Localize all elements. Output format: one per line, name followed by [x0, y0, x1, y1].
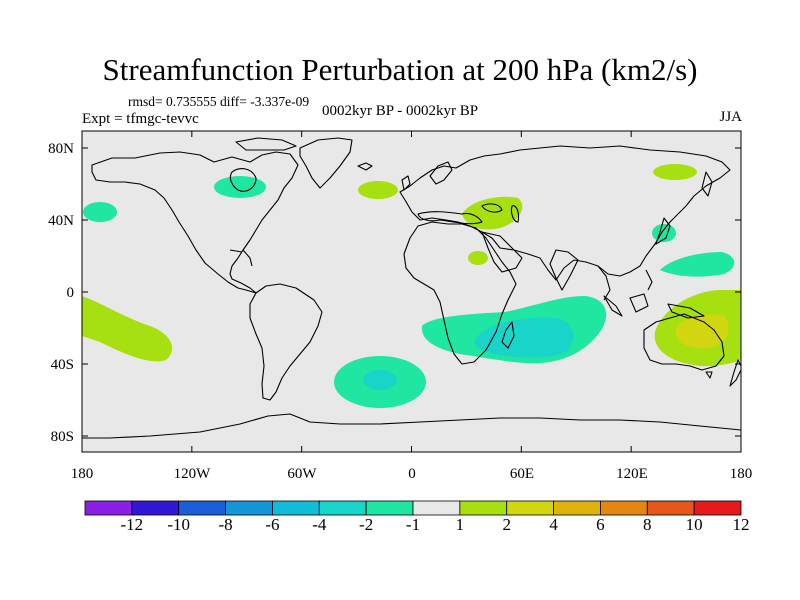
contour-positive-north-atlantic	[358, 181, 398, 199]
coastline-philippines	[645, 269, 653, 291]
colorbar-label: -1	[405, 515, 421, 534]
coastline-kamchatka	[701, 171, 713, 197]
lat-label-80n: 80N	[48, 141, 74, 157]
contour-negative-indian-core	[474, 317, 574, 358]
colorbar-cell	[318, 500, 367, 516]
colorbar-cell	[459, 500, 508, 516]
colorbar-cell	[178, 500, 226, 516]
contour-positive-mediterranean	[462, 196, 523, 230]
contour-positive-arabia	[468, 251, 488, 265]
colorbar-label: 1	[455, 515, 465, 534]
colorbar-cell	[365, 500, 414, 516]
colorbar-label: -10	[167, 515, 191, 534]
coastline-madagascar	[501, 321, 515, 349]
coastline-antarctica	[82, 413, 741, 439]
coastline-australia	[643, 313, 725, 371]
coastline-new-zealand	[729, 359, 741, 387]
coastline-africa	[403, 221, 517, 365]
colorbar-label: 6	[596, 515, 605, 534]
axis-ticks	[81, 131, 742, 452]
coastline-britain	[401, 175, 411, 191]
coastline-south-america	[249, 283, 323, 401]
coastline-new-guinea	[667, 303, 705, 319]
coastline-hudson-bay	[229, 168, 257, 192]
colorbar-label: 12	[732, 515, 750, 534]
colorbar-label: -8	[218, 515, 233, 534]
lat-label-80s: 80S	[50, 429, 74, 445]
coastline-tasmania	[705, 371, 713, 379]
lon-label-60w: 60W	[287, 466, 317, 482]
colorbar-label: -4	[312, 515, 327, 534]
coastline-southeast-asia	[597, 265, 611, 301]
coastline-eurasia	[399, 145, 731, 281]
coastline-scandinavia	[429, 161, 453, 185]
lat-label-40s: 40S	[50, 357, 74, 373]
lat-label-eq: 0	[66, 285, 75, 301]
stats-text: rmsd= 0.735555 diff= -3.337e-09	[128, 94, 310, 109]
lat-label-40n: 40N	[48, 213, 74, 229]
contour-positive-east-pacific	[82, 296, 173, 362]
figure-title: Streamfunction Perturbation at 200 hPa (…	[102, 52, 698, 87]
lon-label-0: 0	[408, 466, 416, 482]
coastline-black-sea	[481, 203, 503, 213]
coastline-india	[549, 249, 579, 291]
colorbar-cell	[553, 500, 601, 516]
coastline-gulf	[229, 249, 243, 253]
colorbar-cell	[693, 500, 742, 516]
coastline-north-america	[91, 151, 299, 294]
coastline-japan	[655, 217, 671, 245]
coastline-arctic-islands	[235, 137, 297, 151]
colorbar-cell	[506, 500, 554, 516]
colorbar-label: -2	[359, 515, 374, 534]
colorbar-label: -6	[265, 515, 280, 534]
coastline-sumatra	[603, 295, 623, 317]
colorbar-cell	[131, 500, 180, 516]
contour-fills	[82, 164, 741, 408]
coastline-mediterranean	[417, 211, 483, 225]
experiment-label: Expt = tfmgc-tevvc	[82, 111, 199, 127]
colorbar-cell	[272, 500, 320, 516]
coastline-arabia	[481, 231, 523, 273]
season-label: JJA	[719, 109, 742, 125]
colorbar-label: 10	[685, 515, 703, 534]
contour-negative-south-atlantic-core	[363, 370, 397, 390]
lon-label-120w: 120W	[173, 466, 211, 482]
lon-label-180w: 180	[70, 466, 94, 482]
colorbar-label: 2	[502, 515, 511, 534]
period-label: 0002kyr BP - 0002kyr BP	[322, 103, 479, 119]
contour-negative-canada	[214, 176, 266, 198]
lon-label-180e: 180	[729, 466, 753, 482]
coastline-iceland	[357, 162, 373, 171]
lon-label-60e: 60E	[509, 466, 535, 482]
colorbar-label: 8	[643, 515, 652, 534]
contour-negative-north-pacific-west	[83, 202, 117, 222]
lon-label-120e: 120E	[616, 466, 648, 482]
colorbar-cell	[84, 500, 133, 516]
colorbar-cell	[412, 500, 461, 516]
contour-positive-australia-core	[675, 314, 729, 349]
coastline-greenland	[299, 137, 353, 189]
coastlines	[82, 137, 741, 439]
contour-positive-siberia	[653, 164, 697, 180]
colorbar-label: -12	[120, 515, 144, 534]
coastline-florida	[242, 249, 253, 267]
coastline-borneo	[629, 293, 649, 313]
contour-negative-west-pacific	[660, 252, 735, 277]
colorbar-label: 4	[549, 515, 558, 534]
colorbar-cell	[225, 500, 273, 516]
colorbar-cell	[600, 500, 648, 516]
colorbar-cell	[646, 500, 695, 516]
coastline-caspian	[510, 205, 520, 223]
